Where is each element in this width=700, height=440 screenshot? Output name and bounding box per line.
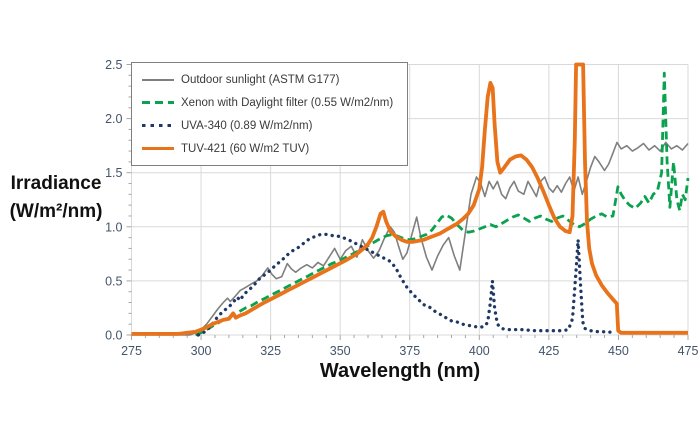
- series-path-solid: [131, 141, 689, 336]
- legend-line-sample-dotted: [142, 123, 174, 128]
- y-tick-label: 1.0: [105, 220, 122, 234]
- y-axis-title-line1: Irradiance: [10, 173, 102, 194]
- x-tick-label: 275: [121, 344, 142, 358]
- y-axis-title: Irradiance (W/m²/nm): [2, 170, 110, 225]
- legend-label: UVA-340 (0.89 W/m2/nm): [181, 119, 313, 132]
- y-tick-label: 2.5: [105, 58, 122, 72]
- legend-item: Outdoor sunlight (ASTM G177): [142, 74, 399, 86]
- x-axis-title: Wavelength (nm): [319, 360, 481, 382]
- legend-label: Outdoor sunlight (ASTM G177): [181, 73, 340, 86]
- legend-label: Xenon with Daylight filter (0.55 W/m2/nm…: [181, 96, 394, 109]
- legend-item: Xenon with Daylight filter (0.55 W/m2/nm…: [142, 97, 399, 109]
- series-path-dashed: [194, 71, 690, 337]
- series-path-dotted: [196, 232, 618, 337]
- legend-item: UVA-340 (0.89 W/m2/nm): [142, 120, 399, 132]
- legend: Outdoor sunlight (ASTM G177) Xenon with D…: [131, 62, 408, 166]
- y-axis-title-line2: (W/m²/nm): [9, 200, 103, 222]
- y-tick-label: 0.5: [105, 274, 122, 288]
- y-tick-label: 1.5: [105, 166, 122, 180]
- x-tick-label: 400: [469, 344, 490, 358]
- x-tick-label: 450: [608, 344, 629, 358]
- legend-label: TUV-421 (60 W/m2 TUV): [181, 142, 310, 155]
- legend-line-sample-dashed: [142, 101, 174, 104]
- y-tick-label: 0.0: [105, 329, 122, 343]
- series-path-solid: [131, 62, 688, 336]
- x-tick-label: 300: [191, 344, 212, 358]
- legend-line-sample-solid: [142, 78, 174, 81]
- x-tick-label: 425: [538, 344, 559, 358]
- x-tick-label: 475: [678, 344, 699, 358]
- legend-item: TUV-421 (60 W/m2 TUV): [142, 143, 399, 155]
- x-tick-label: 325: [260, 344, 281, 358]
- x-tick-label: 350: [330, 344, 351, 358]
- x-tick-label: 375: [399, 344, 420, 358]
- legend-line-sample-solid: [142, 146, 174, 151]
- y-tick-label: 2.0: [105, 112, 122, 126]
